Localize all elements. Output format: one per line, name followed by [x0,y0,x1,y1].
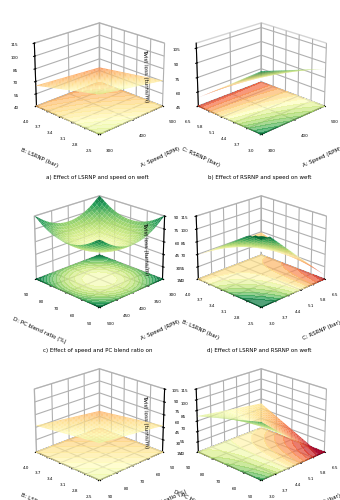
Title: d) Effect of LSRNP and RSRNP on weft
yarn twist loss: d) Effect of LSRNP and RSRNP on weft yar… [207,348,312,359]
X-axis label: B: LSRNP (bar): B: LSRNP (bar) [20,493,58,500]
X-axis label: D: PC blend ratio (%): D: PC blend ratio (%) [12,316,66,344]
Y-axis label: B: LSRNP (bar): B: LSRNP (bar) [20,147,58,168]
Y-axis label: B: LSRNP (bar): B: LSRNP (bar) [182,320,220,341]
Title: a) Effect of LSRNP and speed on weft
yarn twist loss: a) Effect of LSRNP and speed on weft yar… [46,175,149,186]
Y-axis label: D: PC blend ratio (%): D: PC blend ratio (%) [133,489,187,500]
X-axis label: A: Speed (RPM): A: Speed (RPM) [140,146,180,169]
Y-axis label: A: Speed (RPM): A: Speed (RPM) [140,320,180,341]
X-axis label: A: Speed (RPM): A: Speed (RPM) [302,146,340,169]
Title: c) Effect of speed and PC blend ratio on
weft yarn twist loss: c) Effect of speed and PC blend ratio on… [43,348,152,359]
X-axis label: C: RSRNP (bar): C: RSRNP (bar) [302,320,340,341]
X-axis label: C: RSRNP (bar): C: RSRNP (bar) [302,492,340,500]
Title: b) Effect of RSRNP and speed on weft
yarn twist loss: b) Effect of RSRNP and speed on weft yar… [208,175,311,186]
Y-axis label: D: PC blend ratio (%): D: PC blend ratio (%) [173,489,228,500]
Y-axis label: C: RSRNP (bar): C: RSRNP (bar) [181,147,221,168]
